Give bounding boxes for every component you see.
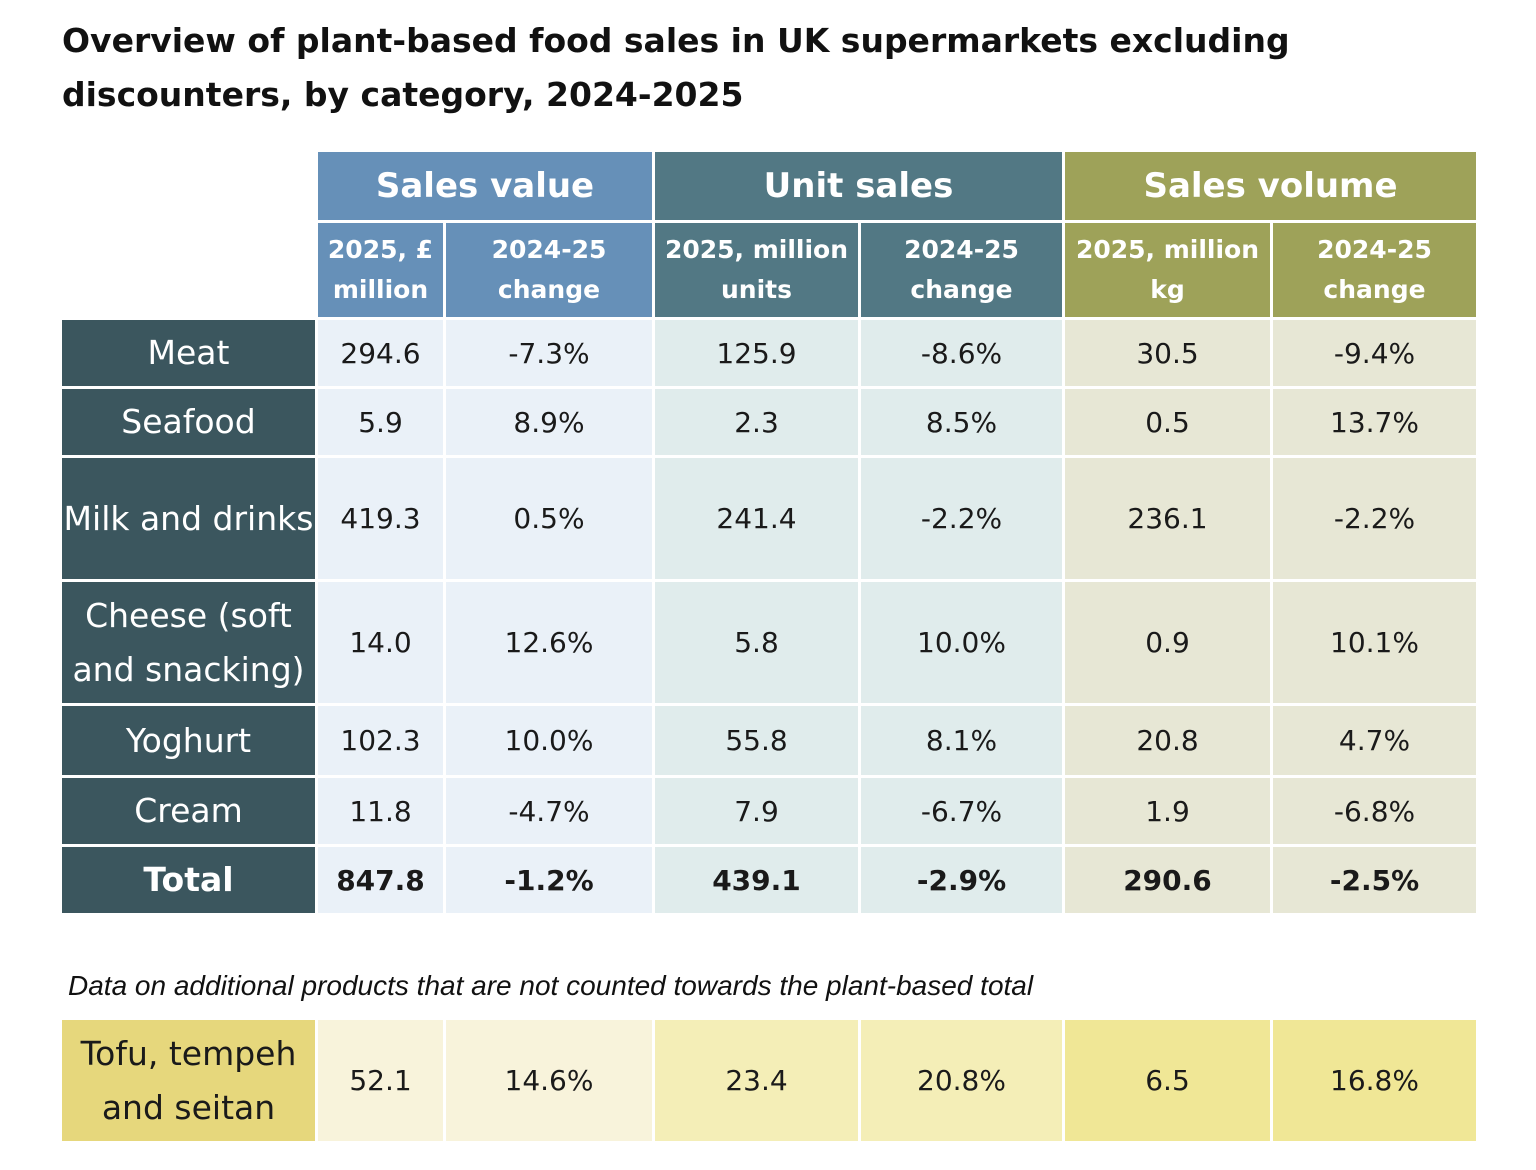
table-cell: -6.8% xyxy=(1273,778,1476,844)
table-cell: 0.5% xyxy=(446,458,652,579)
row-label: Total xyxy=(62,847,315,913)
table-row: Milk and drinks 419.3 0.5% 241.4 -2.2% 236.1-… xyxy=(62,458,1476,579)
table-cell: 10.0% xyxy=(446,706,652,775)
group-header-sales-volume: Sales volume xyxy=(1065,152,1476,220)
table-cell: 5.9 xyxy=(318,389,443,455)
table-cell: 125.9 xyxy=(655,320,858,386)
plant-based-sales-table: Sales value Unit sales Sales volume 2025… xyxy=(59,149,1479,916)
table-cell: 13.7% xyxy=(1273,389,1476,455)
table-cell: -2.5% xyxy=(1273,847,1476,913)
table-row: Meat 294.6 -7.3% 125.9 -8.6% 30.5 -9.4% xyxy=(62,320,1476,386)
table-row: Tofu, tempeh and seitan 52.1 14.6% 23.4 … xyxy=(62,1020,1476,1141)
table-cell: 6.5 xyxy=(1065,1020,1270,1141)
row-label: Milk and drinks xyxy=(62,458,315,579)
table-row: Cream 11.8 -4.7% 7.9 -6.7% 1.9 -6.8% xyxy=(62,778,1476,844)
table-cell: -8.6% xyxy=(861,320,1062,386)
table-cell: -1.2% xyxy=(446,847,652,913)
additional-products-table: Tofu, tempeh and seitan 52.1 14.6% 23.4 … xyxy=(59,1017,1479,1144)
column-header: 2025, million kg xyxy=(1065,223,1270,317)
table-cell: 0.5 xyxy=(1065,389,1270,455)
table-cell: 847.8 xyxy=(318,847,443,913)
table-cell: 10.1% xyxy=(1273,582,1476,703)
column-header: 2024-25 change xyxy=(1273,223,1476,317)
table-cell: 16.8% xyxy=(1273,1020,1476,1141)
table-cell: 0.9 xyxy=(1065,582,1270,703)
row-label: Seafood xyxy=(62,389,315,455)
table-cell: 10.0% xyxy=(861,582,1062,703)
table-cell: 290.6 xyxy=(1065,847,1270,913)
table-cell: 2.3 xyxy=(655,389,858,455)
table-cell: -2.2% xyxy=(1273,458,1476,579)
table-cell: 5.8 xyxy=(655,582,858,703)
table-row-total: Total 847.8 -1.2% 439.1 -2.9% 290.6 -2.5… xyxy=(62,847,1476,913)
table-cell: 236.1 xyxy=(1065,458,1270,579)
table-cell: 20.8 xyxy=(1065,706,1270,775)
table-cell: 55.8 xyxy=(655,706,858,775)
subheader-blank xyxy=(62,223,315,317)
header-blank xyxy=(62,152,315,220)
table-cell: 241.4 xyxy=(655,458,858,579)
table-cell: 14.0 xyxy=(318,582,443,703)
table-cell: 439.1 xyxy=(655,847,858,913)
table-cell: 14.6% xyxy=(446,1020,652,1141)
table-cell: 294.6 xyxy=(318,320,443,386)
table-cell: 20.8% xyxy=(861,1020,1062,1141)
table-cell: 102.3 xyxy=(318,706,443,775)
table-cell: 7.9 xyxy=(655,778,858,844)
table-cell: 419.3 xyxy=(318,458,443,579)
table-cell: 52.1 xyxy=(318,1020,443,1141)
table-row: Yoghurt 102.3 10.0% 55.8 8.1% 20.8 4.7% xyxy=(62,706,1476,775)
table-cell: 8.9% xyxy=(446,389,652,455)
table-cell: 8.5% xyxy=(861,389,1062,455)
table-cell: 12.6% xyxy=(446,582,652,703)
table-row: Seafood 5.9 8.9% 2.3 8.5% 0.5 13.7% xyxy=(62,389,1476,455)
group-header-sales-value: Sales value xyxy=(318,152,652,220)
table-cell: -2.2% xyxy=(861,458,1062,579)
table-cell: -7.3% xyxy=(446,320,652,386)
row-label: Cream xyxy=(62,778,315,844)
row-label: Tofu, tempeh and seitan xyxy=(62,1020,315,1141)
table-cell: 1.9 xyxy=(1065,778,1270,844)
table-cell: -6.7% xyxy=(861,778,1062,844)
page-title: Overview of plant-based food sales in UK… xyxy=(62,21,1290,114)
column-header: 2025, million units xyxy=(655,223,858,317)
group-header-unit-sales: Unit sales xyxy=(655,152,1062,220)
table-cell: 11.8 xyxy=(318,778,443,844)
table-cell: 8.1% xyxy=(861,706,1062,775)
row-label: Yoghurt xyxy=(62,706,315,775)
table-cell: 23.4 xyxy=(655,1020,858,1141)
column-header: 2025, £ million xyxy=(318,223,443,317)
table-cell: -9.4% xyxy=(1273,320,1476,386)
table-cell: -4.7% xyxy=(446,778,652,844)
row-label: Cheese (soft and snacking) xyxy=(62,582,315,703)
row-label: Meat xyxy=(62,320,315,386)
column-header: 2024-25 change xyxy=(861,223,1062,317)
additional-products-note: Data on additional products that are not… xyxy=(68,970,1034,1001)
table-cell: -2.9% xyxy=(861,847,1062,913)
column-header: 2024-25 change xyxy=(446,223,652,317)
table-cell: 30.5 xyxy=(1065,320,1270,386)
table-row: Cheese (soft and snacking) 14.0 12.6% 5.8 10… xyxy=(62,582,1476,703)
table-cell: 4.7% xyxy=(1273,706,1476,775)
